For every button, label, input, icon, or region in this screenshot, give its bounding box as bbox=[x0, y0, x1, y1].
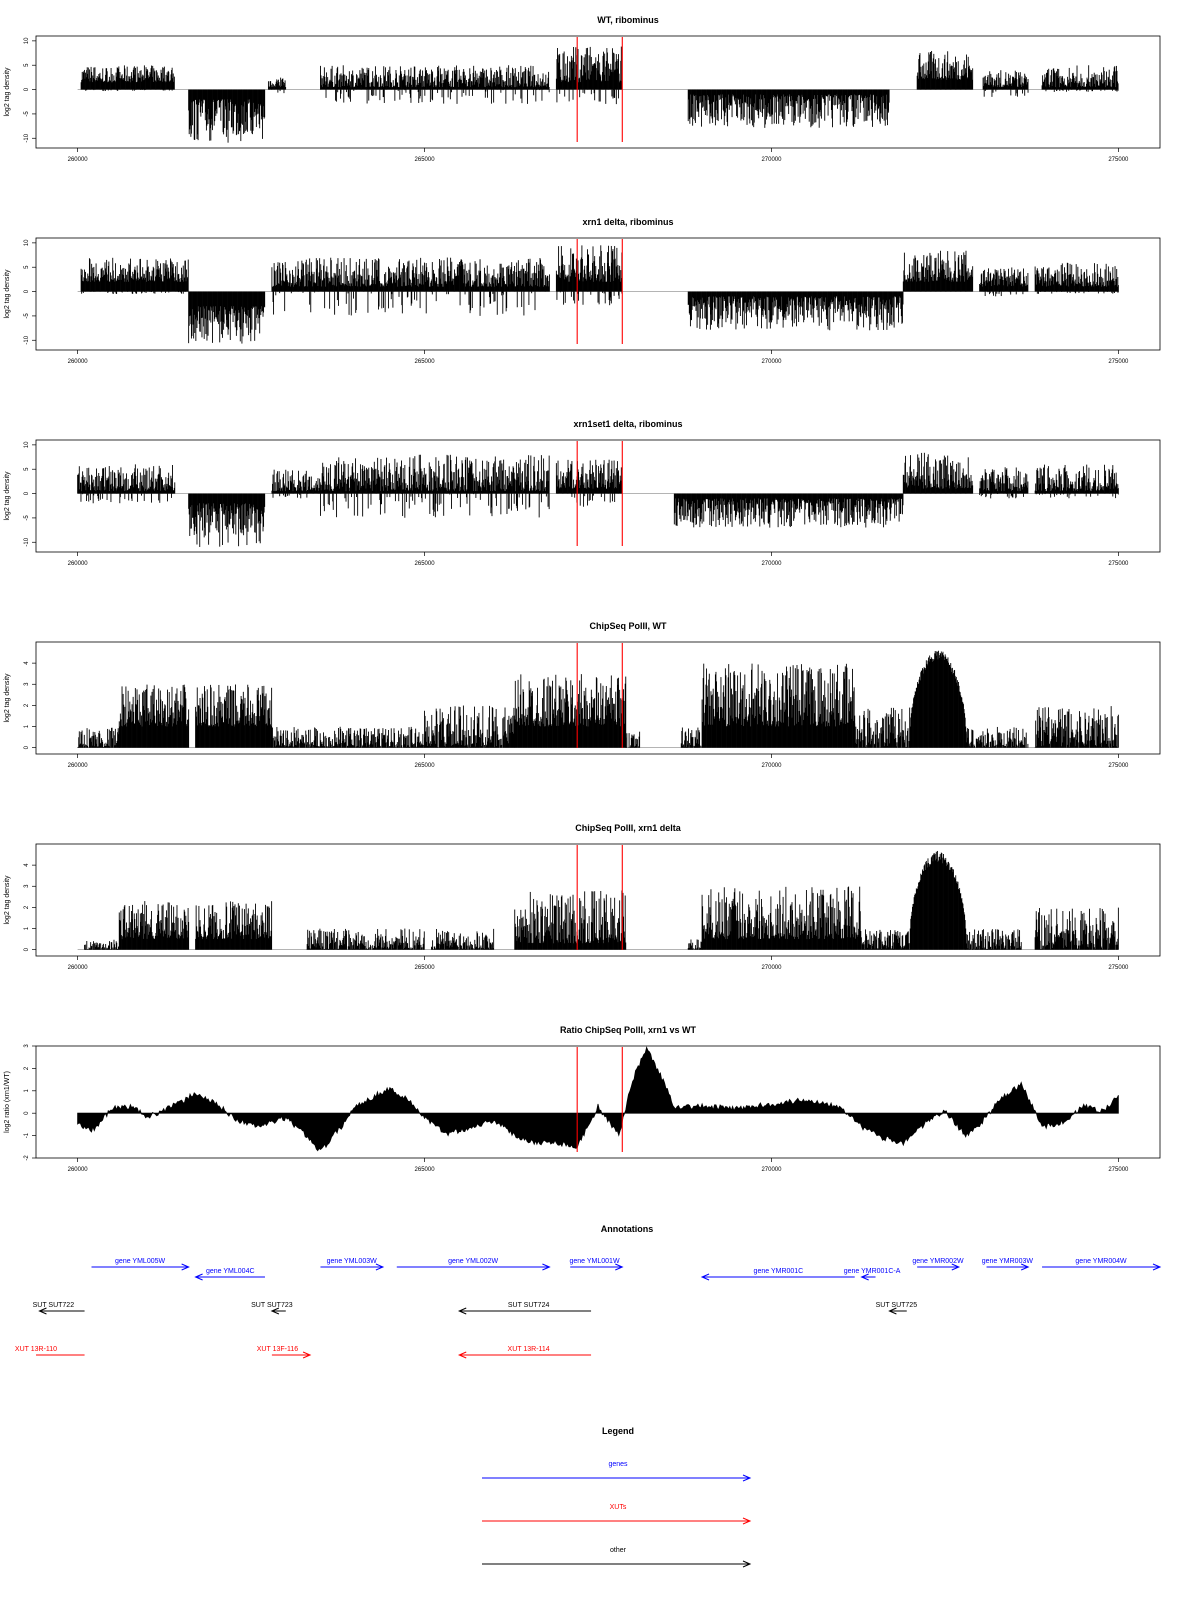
y-tick-label: -10 bbox=[24, 537, 30, 546]
signal-block bbox=[189, 494, 265, 547]
y-tick-label: 0 bbox=[24, 491, 30, 495]
signal-block bbox=[983, 70, 1028, 97]
panel-title: xrn1set1 delta, ribominus bbox=[573, 419, 682, 429]
y-tick-label: 5 bbox=[24, 467, 30, 471]
signal-block bbox=[268, 78, 285, 94]
panel-1: WT, ribominus log2 tag density 10 5 0 -5 -10 26… bbox=[4, 15, 1160, 163]
signal-block bbox=[556, 47, 621, 105]
y-tick-label: 10 bbox=[24, 239, 30, 246]
x-tick-label: 265000 bbox=[415, 359, 436, 365]
signal-block bbox=[980, 267, 1028, 296]
x-tick-label: 260000 bbox=[68, 157, 89, 163]
x-tick-label: 270000 bbox=[761, 561, 782, 567]
panel-3: xrn1set1 delta, ribominus log2 tag densit… bbox=[4, 419, 1160, 567]
x-tick-label: 275000 bbox=[1108, 561, 1129, 567]
y-axis-label: log2 tag density bbox=[4, 67, 11, 117]
y-tick-label: -10 bbox=[24, 335, 30, 344]
signal-block bbox=[1042, 65, 1118, 92]
signal-block bbox=[556, 460, 621, 507]
signal-block bbox=[688, 90, 889, 128]
signal-block bbox=[81, 258, 188, 294]
data-series bbox=[81, 245, 1118, 343]
signal-block bbox=[903, 251, 972, 292]
y-tick-label: -10 bbox=[24, 133, 30, 142]
signal-block bbox=[320, 65, 549, 104]
x-tick-label: 270000 bbox=[761, 359, 782, 365]
y-tick-label: 0 bbox=[24, 289, 30, 293]
signal-block bbox=[272, 258, 550, 316]
signal-block bbox=[78, 464, 175, 503]
panel-title: xrn1 delta, ribominus bbox=[582, 217, 673, 227]
signal-block bbox=[688, 292, 903, 331]
x-tick-label: 265000 bbox=[415, 561, 436, 567]
signal-block bbox=[1035, 263, 1118, 294]
x-tick-label: 270000 bbox=[761, 157, 782, 163]
x-tick-label: 275000 bbox=[1108, 359, 1129, 365]
y-tick-label: -5 bbox=[24, 111, 30, 117]
panel-2: xrn1 delta, ribominus log2 tag density 10 5… bbox=[4, 217, 1160, 365]
y-tick-label: 5 bbox=[24, 265, 30, 269]
signal-block bbox=[189, 90, 265, 143]
signal-block bbox=[320, 455, 549, 518]
panel-title: WT, ribominus bbox=[597, 15, 659, 25]
y-tick-label: 0 bbox=[24, 87, 30, 91]
x-tick-label: 260000 bbox=[68, 359, 89, 365]
y-tick-label: 10 bbox=[24, 37, 30, 44]
signal-block bbox=[81, 65, 174, 91]
y-axis-label: log2 tag density bbox=[4, 471, 11, 521]
signal-block bbox=[272, 470, 320, 499]
signal-block bbox=[556, 245, 621, 305]
data-series bbox=[78, 453, 1119, 547]
data-series bbox=[81, 47, 1118, 143]
signal-block bbox=[674, 494, 903, 528]
y-tick-label: 10 bbox=[24, 441, 30, 448]
x-tick-label: 265000 bbox=[415, 157, 436, 163]
y-tick-label: -5 bbox=[24, 515, 30, 521]
y-axis-label: log2 tag density bbox=[4, 269, 11, 319]
y-tick-label: -5 bbox=[24, 313, 30, 319]
x-tick-label: 275000 bbox=[1108, 157, 1129, 163]
y-tick-label: 5 bbox=[24, 63, 30, 67]
signal-block bbox=[189, 292, 265, 344]
x-tick-label: 260000 bbox=[68, 561, 89, 567]
signal-block bbox=[917, 51, 973, 90]
